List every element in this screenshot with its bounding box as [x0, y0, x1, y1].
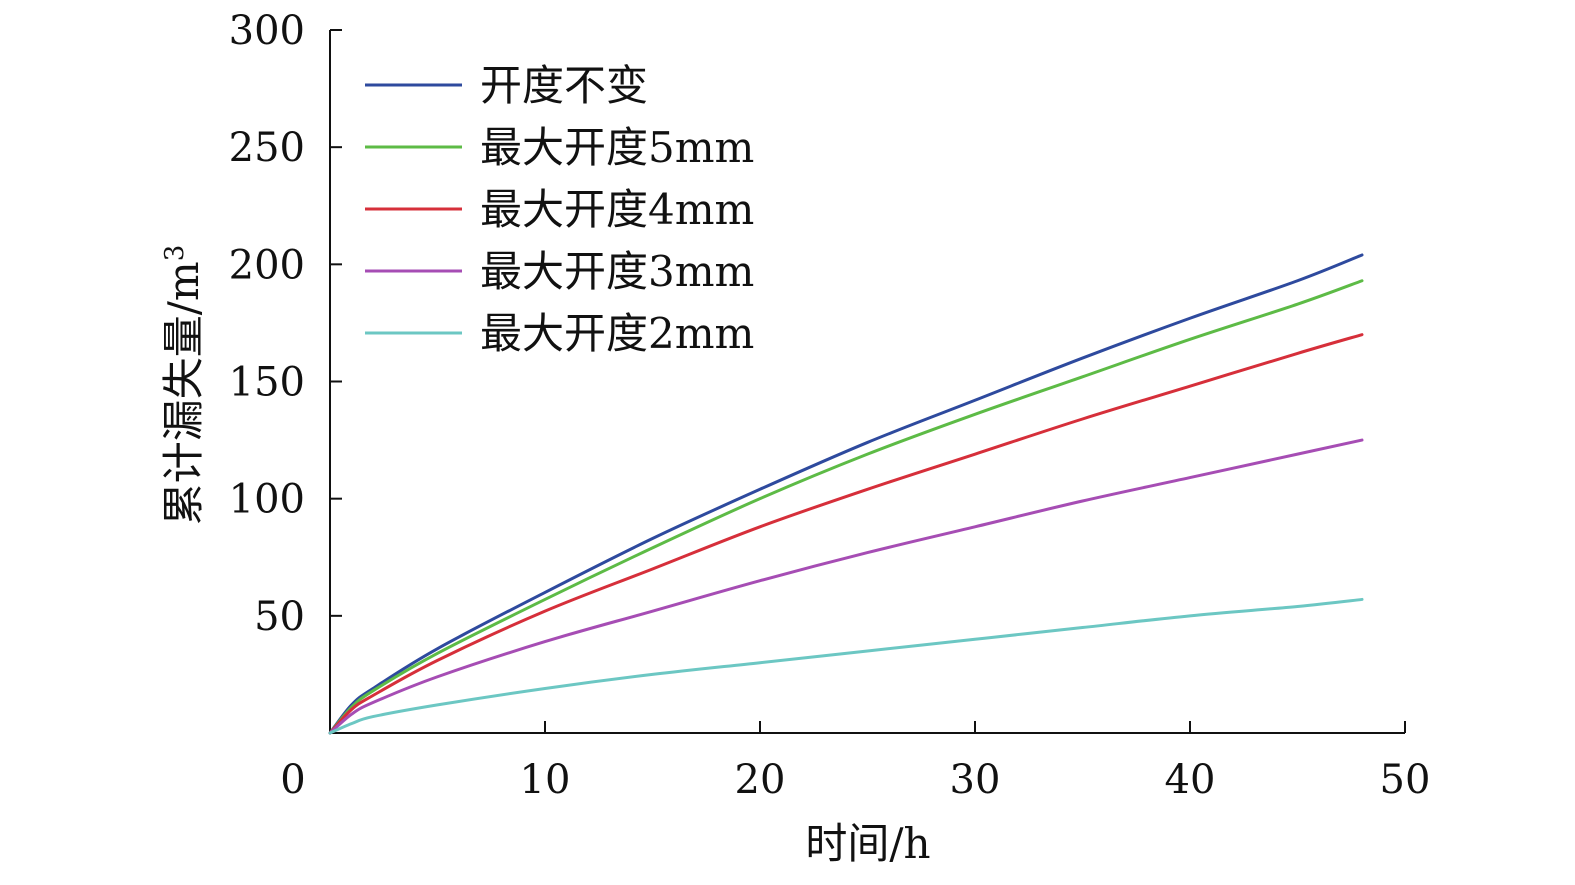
y-tick-label: 250	[229, 125, 305, 171]
series-line-3	[328, 333, 1364, 735]
x-axis-title: 时间/h	[805, 819, 930, 868]
legend-item: 最大开度2mm	[365, 309, 754, 358]
series-line-4	[328, 438, 1364, 735]
x-tick-label: 30	[950, 757, 1001, 803]
x-tick-label: 50	[1380, 757, 1431, 803]
y-tick-label: 150	[229, 360, 305, 406]
series-line-2	[328, 279, 1364, 735]
y-tick-label: 200	[229, 242, 305, 288]
legend-label: 开度不变	[480, 61, 648, 110]
legend-label: 最大开度4mm	[480, 185, 754, 234]
x-tick-label: 40	[1165, 757, 1216, 803]
y-axis-title-superscript: 3	[160, 245, 190, 262]
axes: 0 50 100 150 200 250 300 10 20 30 40 50	[229, 8, 1431, 803]
x-tick-label: 10	[520, 757, 571, 803]
origin-tick-label: 0	[280, 757, 305, 803]
legend-label: 最大开度3mm	[480, 247, 754, 296]
legend-label: 最大开度2mm	[480, 309, 754, 358]
x-tick-label: 20	[735, 757, 786, 803]
series-line-5	[328, 597, 1364, 735]
legend-item: 最大开度5mm	[365, 123, 754, 172]
y-tick-label: 100	[229, 477, 305, 523]
legend-item: 最大开度3mm	[365, 247, 754, 296]
series-lines	[328, 253, 1364, 735]
y-tick-label: 50	[254, 594, 305, 640]
y-axis-title-main: 累计漏失量/m	[159, 261, 208, 525]
legend-item: 最大开度4mm	[365, 185, 754, 234]
legend-item: 开度不变	[365, 61, 648, 110]
y-tick-label: 300	[229, 8, 305, 54]
y-axis-title: 累计漏失量/m3	[159, 245, 208, 526]
series-line-1	[328, 253, 1364, 735]
legend-label: 最大开度5mm	[480, 123, 754, 172]
